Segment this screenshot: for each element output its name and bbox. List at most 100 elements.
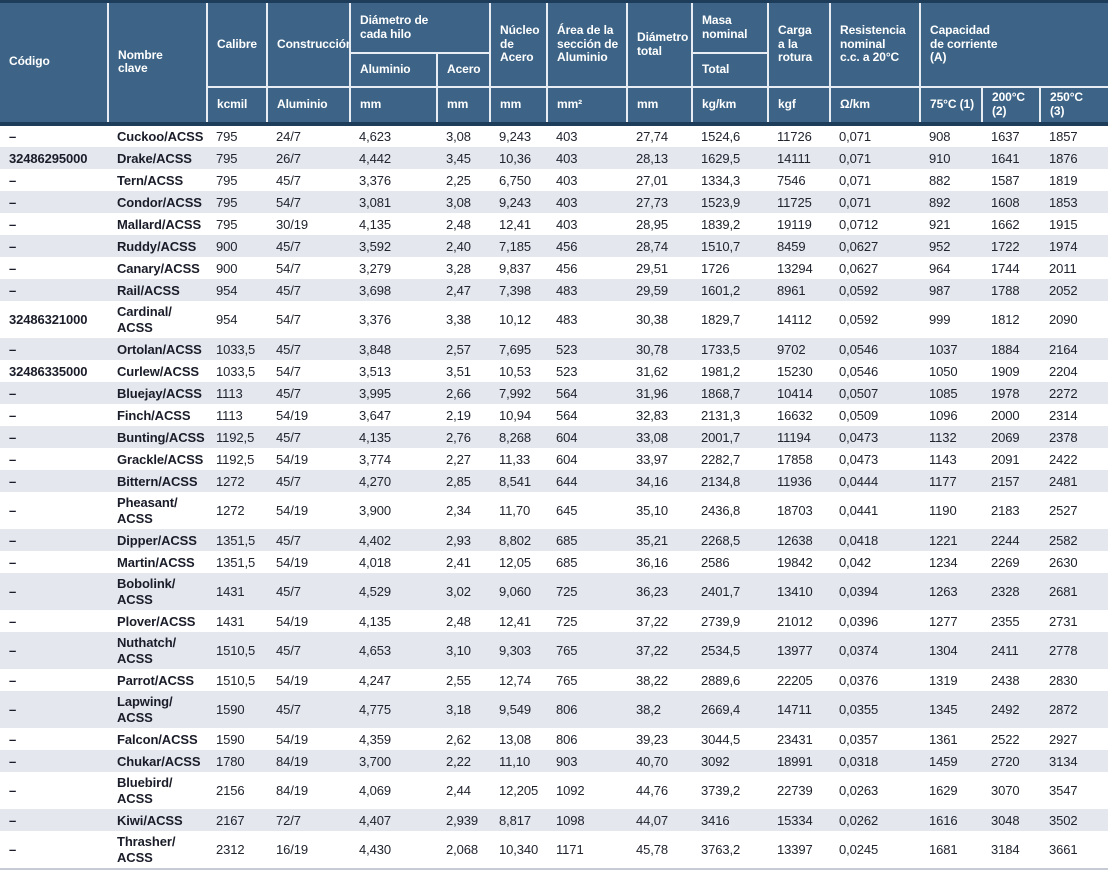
diam-acero-cell: 2,66: [446, 385, 471, 401]
table-row: – Parrot/ACSS 1510,5 54/19 4,247 2,55 12…: [0, 669, 1108, 691]
unit-construccion: Aluminio: [266, 86, 351, 126]
nucleo-acero-cell: 13,08: [499, 731, 532, 747]
diam-aluminio-cell: 3,376: [359, 312, 392, 328]
nombre-clave-cell: Chukar/ACSS: [117, 753, 201, 769]
cap-200-cell: 2492: [991, 702, 1020, 718]
masa-total-cell: 2586: [701, 554, 730, 570]
cap-75-cell: 1459: [929, 753, 958, 769]
cap-200-cell: 2244: [991, 532, 1020, 548]
unit-masa: kg/km: [691, 86, 770, 126]
nombre-clave-cell: Dipper/ACSS: [117, 532, 197, 548]
header-resistencia: Resistencia nominal c.c. a 20°C: [829, 3, 922, 88]
calibre-cell: 1590: [216, 702, 245, 718]
cap-200-cell: 2411: [991, 643, 1019, 659]
cap-200-cell: 1884: [991, 341, 1020, 357]
masa-total-cell: 1733,5: [701, 341, 741, 357]
codigo-cell: –: [9, 554, 17, 570]
cap-75-cell: 1096: [929, 407, 958, 423]
area-seccion-cell: 645: [556, 503, 578, 519]
construccion-cell: 45/7: [276, 702, 301, 718]
area-seccion-cell: 604: [556, 451, 578, 467]
cap-250-cell: 2204: [1049, 363, 1078, 379]
calibre-cell: 900: [216, 238, 238, 254]
nucleo-acero-cell: 8,268: [499, 429, 532, 445]
area-seccion-cell: 725: [556, 584, 578, 600]
diametro-total-cell: 33,08: [636, 429, 669, 445]
cap-250-cell: 3134: [1049, 753, 1078, 769]
header-nucleo-acero: Núcleo de Acero: [489, 3, 549, 88]
diametro-total-cell: 32,83: [636, 407, 669, 423]
resistencia-cell: 0,0627: [839, 238, 879, 254]
construccion-cell: 45/7: [276, 584, 301, 600]
cap-200-cell: 2000: [991, 407, 1020, 423]
masa-total-cell: 3092: [701, 753, 730, 769]
masa-total-cell: 1523,9: [701, 194, 741, 210]
resistencia-cell: 0,0592: [839, 282, 879, 298]
carga-rotura-cell: 21012: [777, 613, 813, 629]
cap-250-cell: 2778: [1049, 643, 1078, 659]
nucleo-acero-cell: 12,74: [499, 672, 532, 688]
diam-aluminio-cell: 3,900: [359, 503, 392, 519]
cap-75-cell: 1629: [929, 783, 958, 799]
cap-250-cell: 2164: [1049, 341, 1078, 357]
unit-calibre: kcmil: [206, 86, 268, 126]
diametro-total-cell: 30,78: [636, 341, 669, 357]
unit-cap-200: 200°C (2): [981, 86, 1042, 126]
nombre-clave-cell: Nuthatch/ ACSS: [117, 635, 177, 666]
resistencia-cell: 0,0394: [839, 584, 879, 600]
resistencia-cell: 0,0509: [839, 407, 879, 423]
masa-total-cell: 1829,7: [701, 312, 741, 328]
codigo-cell: –: [9, 385, 17, 401]
cap-250-cell: 3661: [1049, 842, 1078, 858]
cap-75-cell: 908: [929, 128, 951, 144]
masa-total-cell: 2669,4: [701, 702, 741, 718]
codigo-cell: –: [9, 429, 17, 445]
cap-75-cell: 1037: [929, 341, 958, 357]
construccion-cell: 54/7: [276, 312, 301, 328]
cap-200-cell: 1812: [991, 312, 1020, 328]
carga-rotura-cell: 18703: [777, 503, 813, 519]
table-row: – Thrasher/ ACSS 2312 16/19 4,430 2,068 …: [0, 831, 1108, 868]
cap-250-cell: 2872: [1049, 702, 1078, 718]
calibre-cell: 1113: [216, 385, 243, 401]
diam-acero-cell: 2,55: [446, 672, 471, 688]
cap-250-cell: 1915: [1049, 216, 1078, 232]
table-row: – Cuckoo/ACSS 795 24/7 4,623 3,08 9,243 …: [0, 124, 1108, 148]
nucleo-acero-cell: 7,695: [499, 341, 532, 357]
cap-200-cell: 1909: [991, 363, 1020, 379]
codigo-cell: –: [9, 473, 17, 489]
resistencia-cell: 0,0546: [839, 363, 879, 379]
diam-aluminio-cell: 4,623: [359, 128, 392, 144]
nombre-clave-cell: Falcon/ACSS: [117, 731, 198, 747]
construccion-cell: 54/7: [276, 194, 301, 210]
diametro-total-cell: 31,96: [636, 385, 669, 401]
cap-250-cell: 2582: [1049, 532, 1078, 548]
masa-total-cell: 1629,5: [701, 150, 741, 166]
carga-rotura-cell: 19842: [777, 554, 813, 570]
table-row: – Bluebird/ ACSS 2156 84/19 4,069 2,44 1…: [0, 772, 1108, 809]
construccion-cell: 16/19: [276, 842, 309, 858]
nucleo-acero-cell: 7,992: [499, 385, 532, 401]
cap-200-cell: 1978: [991, 385, 1020, 401]
diametro-total-cell: 27,01: [636, 172, 669, 188]
masa-total-cell: 3763,2: [701, 842, 741, 858]
masa-total-cell: 3416: [701, 812, 730, 828]
diametro-total-cell: 36,16: [636, 554, 669, 570]
cap-75-cell: 1234: [929, 554, 958, 570]
cap-75-cell: 1319: [929, 672, 958, 688]
diametro-total-cell: 40,70: [636, 753, 669, 769]
carga-rotura-cell: 22205: [777, 672, 813, 688]
table-row: – Bobolink/ ACSS 1431 45/7 4,529 3,02 9,…: [0, 573, 1108, 611]
unit-diam-aluminio: mm: [349, 86, 438, 126]
diam-acero-cell: 2,939: [446, 812, 479, 828]
construccion-cell: 45/7: [276, 643, 301, 659]
diam-aluminio-cell: 4,653: [359, 643, 392, 659]
diam-aluminio-cell: 4,018: [359, 554, 392, 570]
nucleo-acero-cell: 12,205: [499, 783, 539, 799]
cap-250-cell: 1876: [1049, 150, 1078, 166]
header-carga-rotura: Carga a la rotura: [767, 3, 832, 88]
table-row: – Rail/ACSS 954 45/7 3,698 2,47 7,398 48…: [0, 279, 1108, 302]
nucleo-acero-cell: 11,10: [499, 753, 531, 769]
cap-200-cell: 2355: [991, 613, 1020, 629]
